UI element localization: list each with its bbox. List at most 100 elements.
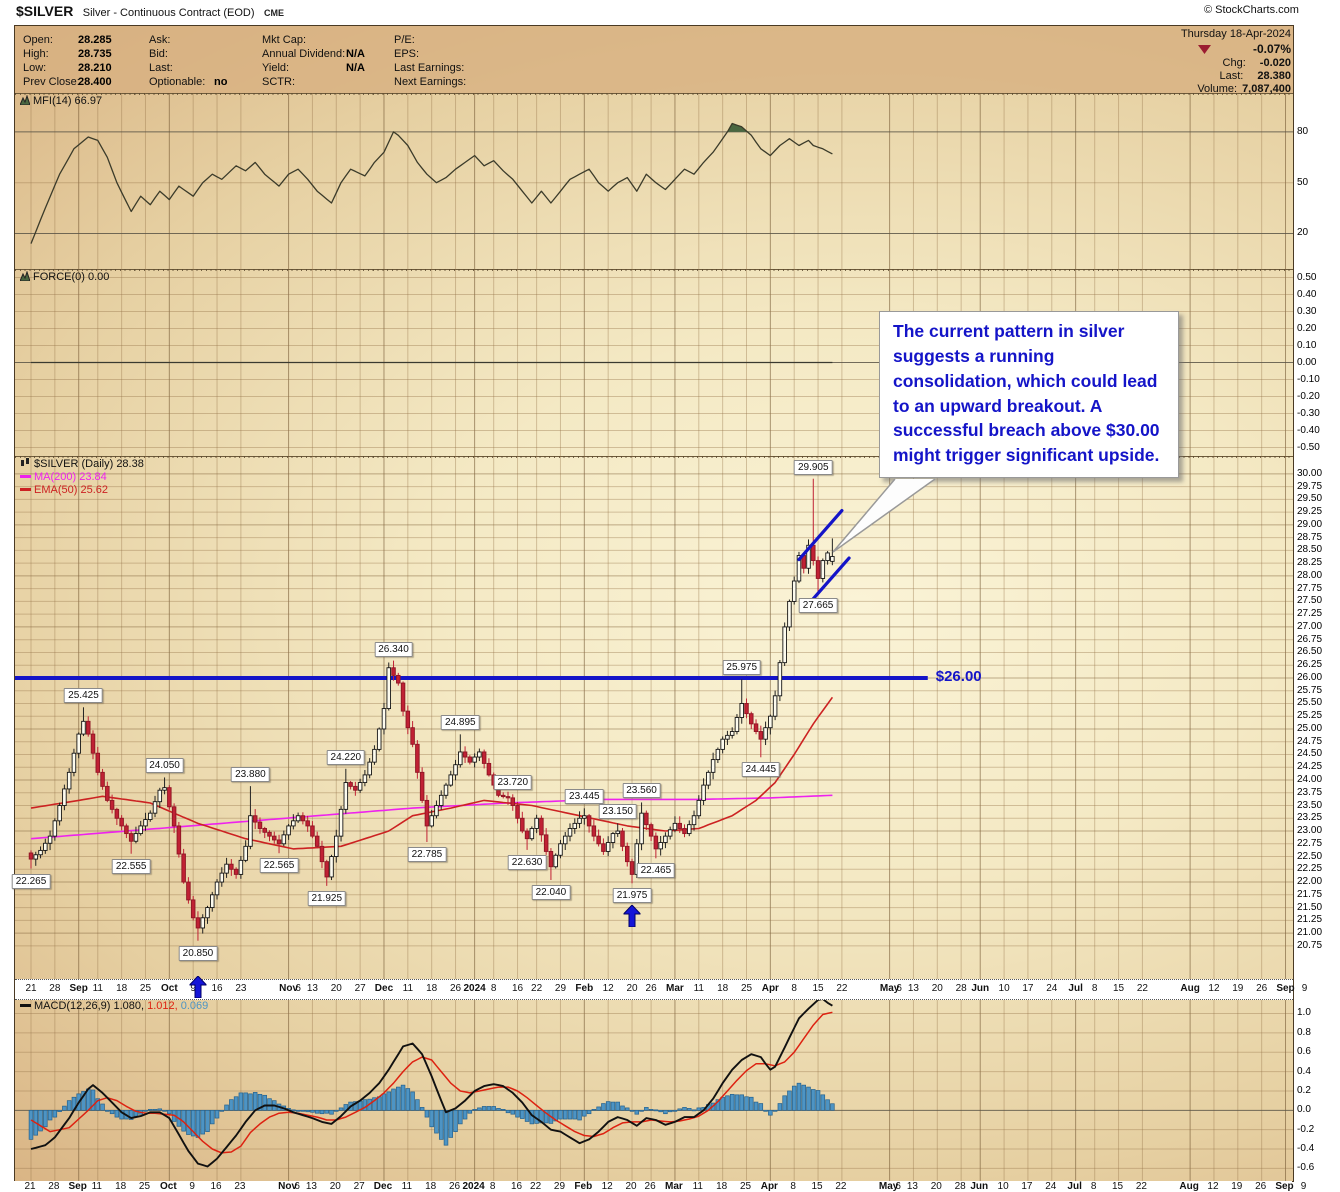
- axis-tick-label: 22: [836, 983, 848, 994]
- axis-tick-label: 26.75: [1297, 634, 1323, 645]
- price-callout: 24.445: [741, 762, 781, 777]
- axis-tick-label: -0.4: [1297, 1143, 1315, 1154]
- axis-tick-label: Nov: [279, 983, 299, 994]
- axis-tick-label: Sep: [69, 983, 88, 994]
- axis-tick-label: 29.50: [1297, 493, 1323, 504]
- axis-tick-label: 11: [401, 1181, 413, 1192]
- axis-tick-label: 2024: [463, 983, 486, 994]
- quote-field-label: Last Earnings:: [394, 62, 465, 74]
- axis-tick-label: 27.75: [1297, 583, 1323, 594]
- axis-tick-label: 26: [1255, 1181, 1267, 1192]
- price-callout: 21.925: [307, 891, 347, 906]
- axis-tick-label: 20: [931, 983, 943, 994]
- axis-tick-label: 26: [645, 983, 657, 994]
- axis-tick-label: Oct: [160, 983, 178, 994]
- axis-tick-label: 16: [511, 983, 524, 994]
- axis-tick-label: 15: [1111, 1181, 1124, 1192]
- quote-last-row: Last: 28.380: [1219, 70, 1291, 82]
- price-callout: 22.555: [111, 859, 151, 874]
- axis-tick-label: 23.25: [1297, 812, 1323, 823]
- quote-field-label: Bid:: [149, 48, 168, 60]
- axis-tick-label: 18: [115, 1181, 127, 1192]
- quote-field-label: P/E:: [394, 34, 415, 46]
- axis-tick-label: 17: [1021, 1181, 1033, 1192]
- axis-tick-label: 26: [1256, 983, 1268, 994]
- axis-tick-label: 0.6: [1297, 1046, 1311, 1057]
- ticker-description: Silver - Continuous Contract (EOD): [82, 7, 255, 19]
- ma200-legend: MA(200) 23.84: [20, 471, 107, 483]
- axis-tick-label: 23: [234, 1181, 246, 1192]
- quote-volume-row: Volume: 7,087,400: [1197, 83, 1291, 95]
- chart-title-row: $SILVER Silver - Continuous Contract (EO…: [16, 3, 284, 21]
- quote-field-label: Mkt Cap:: [262, 34, 307, 46]
- axis-tick-label: 22.75: [1297, 838, 1323, 849]
- price-callout: 22.630: [507, 855, 547, 870]
- axis-tick-label: Jul: [1067, 1181, 1082, 1192]
- axis-tick-label: -0.10: [1297, 374, 1320, 385]
- axis-tick-label: 20: [329, 1181, 341, 1192]
- axis-tick-label: 9: [1300, 1181, 1307, 1192]
- axis-tick-label: 23: [235, 983, 247, 994]
- axis-tick-label: 28.00: [1297, 570, 1323, 581]
- quote-field-label: Annual Dividend:: [262, 48, 346, 60]
- axis-tick-label: 29.25: [1297, 506, 1323, 517]
- quote-field-value: N/A: [346, 62, 365, 74]
- axis-tick-label: Sep: [68, 1181, 87, 1192]
- axis-tick-label: 27.00: [1297, 621, 1323, 632]
- up-arrow: [623, 905, 641, 927]
- axis-tick-label: 9: [1301, 983, 1308, 994]
- axis-tick-label: 10: [998, 983, 1010, 994]
- axis-tick-label: 8: [1091, 983, 1098, 994]
- axis-tick-label: 26.50: [1297, 646, 1323, 657]
- axis-tick-label: Nov: [278, 1181, 298, 1192]
- axis-tick-label: 6: [896, 983, 902, 994]
- axis-tick-label: 8: [490, 983, 497, 994]
- quote-field-label: Open:: [23, 34, 53, 46]
- axis-tick-label: 26.00: [1297, 672, 1323, 683]
- quote-volume-value: 7,087,400: [1242, 83, 1291, 95]
- macd-legend: MACD(12,26,9) 1.080, 1.012, 0.069: [20, 1000, 208, 1012]
- axis-tick-label: -0.50: [1297, 442, 1320, 453]
- axis-tick-label: 18: [425, 1181, 437, 1192]
- price-line-label: $26.00: [935, 668, 982, 685]
- quote-chg-value: -0.020: [1259, 57, 1291, 69]
- axis-tick-label: Dec: [374, 983, 394, 994]
- quote-field-label: Optionable:: [149, 76, 206, 88]
- axis-tick-label: 11: [92, 983, 103, 994]
- axis-tick-label: 25.25: [1297, 710, 1323, 721]
- axis-tick-label: 28: [954, 1181, 966, 1192]
- axis-tick-label: 18: [116, 983, 128, 994]
- quote-field-label: EPS:: [394, 48, 420, 60]
- axis-tick-label: 0.20: [1297, 323, 1317, 334]
- axis-tick-label: Sep: [1275, 1181, 1294, 1192]
- axis-tick-label: Sep: [1276, 983, 1295, 994]
- axis-tick-label: Aug: [1179, 1181, 1199, 1192]
- axis-tick-label: 25: [139, 983, 152, 994]
- axis-tick-label: 22: [1135, 1181, 1147, 1192]
- axis-tick-label: 0.30: [1297, 306, 1317, 317]
- quote-field-value: N/A: [346, 48, 365, 60]
- annotation-callout-pointer: [832, 478, 936, 553]
- axis-tick-label: 26: [448, 1181, 461, 1192]
- axis-tick-label: -0.40: [1297, 425, 1320, 436]
- axis-tick-label: 20: [930, 1181, 942, 1192]
- ticker-symbol: $SILVER: [16, 3, 74, 19]
- axis-tick-label: 21.50: [1297, 902, 1323, 913]
- price-chart-panel: $SILVER (Daily) 28.38 MA(200) 23.84 EMA(…: [11, 456, 1293, 998]
- candlestick-chart: [15, 456, 1293, 979]
- axis-tick-label: 8: [791, 983, 797, 994]
- axis-tick-label: 19: [1232, 983, 1244, 994]
- axis-tick-label: 24.50: [1297, 748, 1323, 759]
- axis-tick-label: 18: [717, 983, 729, 994]
- axis-tick-label: 25: [740, 983, 753, 994]
- quote-field-label: High:: [23, 48, 49, 60]
- quote-field-label: Last:: [149, 62, 173, 74]
- axis-tick-label: 16: [210, 1181, 222, 1192]
- axis-tick-label: 18: [426, 983, 438, 994]
- axis-tick-label: 27: [354, 983, 366, 994]
- price-callout: 23.720: [493, 775, 533, 790]
- axis-tick-label: 29: [554, 983, 567, 994]
- axis-tick-label: Aug: [1180, 983, 1200, 994]
- axis-tick-label: 28.50: [1297, 544, 1323, 555]
- candlestick-chart-icon: [21, 458, 29, 466]
